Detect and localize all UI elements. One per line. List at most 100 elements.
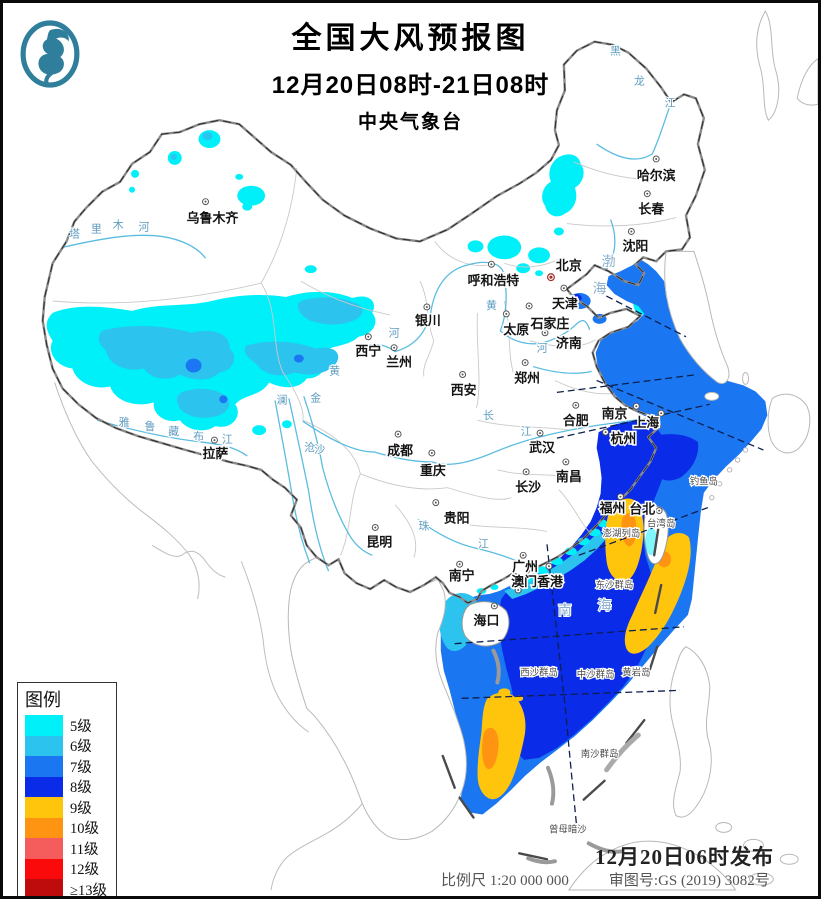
- city-label: 济南: [556, 336, 582, 351]
- city-label: 沈阳: [622, 238, 648, 253]
- svg-text:澎湖列岛: 澎湖列岛: [603, 527, 641, 538]
- cma-logo: [20, 20, 80, 88]
- svg-text:沧: 沧: [304, 440, 315, 454]
- legend-swatch: [25, 756, 63, 777]
- legend-label: 6级: [70, 739, 92, 756]
- svg-text:黄岩岛: 黄岩岛: [622, 666, 650, 677]
- city-label: 昆明: [366, 534, 392, 549]
- legend-swatch: [25, 735, 63, 756]
- nine-dash-line: [441, 528, 663, 861]
- city-label: 银川: [415, 313, 441, 328]
- legend-label: 5级: [70, 718, 92, 735]
- svg-text:东沙群岛: 东沙群岛: [596, 579, 634, 590]
- city-label: 南京: [602, 406, 628, 421]
- svg-text:长: 长: [483, 409, 494, 422]
- page-title: 全国大风预报图: [291, 22, 530, 55]
- legend-item: 12级: [25, 858, 112, 879]
- city-label: 石家庄: [530, 316, 570, 331]
- city-label: 太原: [503, 322, 529, 337]
- foreign-coastlines: [54, 9, 818, 891]
- legend-swatch: [25, 797, 63, 818]
- forecast-period: 12月20日08时-21日08时: [271, 72, 550, 99]
- legend-swatch: [25, 858, 63, 879]
- legend: 图例 5级 6级 7级 8级 9级 10级 11级 12级 ≥13级: [17, 682, 117, 899]
- legend-label: 11级: [70, 841, 99, 858]
- sea-labels: 渤 海 南 海: [557, 253, 617, 620]
- svg-text:黄: 黄: [486, 298, 497, 312]
- city-label: 呼和浩特: [468, 273, 520, 288]
- legend-item: 5级: [25, 715, 112, 736]
- svg-text:江: 江: [665, 96, 676, 109]
- city-label: 上海: [633, 415, 659, 430]
- rivers: [62, 108, 670, 572]
- city-label: 郑州: [514, 370, 540, 385]
- svg-text:河: 河: [537, 342, 548, 355]
- svg-text:江: 江: [222, 433, 233, 446]
- city-labels: 乌鲁木齐 哈尔滨 长春 沈阳 呼和浩特 天津 石家庄 太原 济南 银川 西宁 兰…: [185, 166, 677, 629]
- river-labels: 塔 里 木 河 黑 龙 江 黄 河 黄 河 长 江 雅 鲁 藏 布 江 金 沙 …: [68, 44, 677, 552]
- city-label: 兰州: [386, 355, 412, 370]
- island-labels: 台湾岛 澎湖列岛 钓鱼岛 东沙群岛 西沙群岛 中沙群岛 黄岩岛 南沙群岛 曾母暗…: [519, 475, 719, 836]
- svg-text:河: 河: [389, 327, 400, 340]
- capital-dot: [546, 273, 555, 282]
- province-boundaries: [52, 161, 677, 558]
- legend-label: 10级: [70, 821, 99, 838]
- sea-boundary-dashes: [454, 290, 764, 828]
- legend-swatch: [25, 715, 63, 736]
- svg-text:江: 江: [478, 537, 489, 550]
- svg-text:黄: 黄: [329, 364, 340, 378]
- legend-item: 10级: [25, 817, 112, 838]
- svg-text:西沙群岛: 西沙群岛: [520, 666, 558, 677]
- city-label: 哈尔滨: [637, 168, 676, 183]
- city-label: 天津: [552, 296, 578, 311]
- svg-text:珠: 珠: [418, 518, 429, 532]
- city-label: 南宁: [449, 568, 475, 583]
- svg-text:河: 河: [139, 220, 150, 233]
- sea-label-nanhai: 南: [558, 603, 572, 619]
- svg-text:黑: 黑: [610, 45, 621, 58]
- svg-text:澜: 澜: [276, 392, 287, 406]
- issuing-agency: 中央气象台: [357, 112, 463, 133]
- city-label: 台北: [629, 502, 655, 517]
- city-label: 长沙: [515, 480, 541, 495]
- svg-text:塔: 塔: [69, 227, 80, 240]
- capital-label: 北京: [556, 258, 582, 273]
- city-label: 西宁: [355, 344, 381, 359]
- svg-text:龙: 龙: [634, 74, 645, 87]
- svg-text:沙: 沙: [314, 443, 325, 456]
- svg-text:鲁: 鲁: [144, 419, 155, 433]
- legend-swatch: [25, 838, 63, 859]
- city-label: 西安: [451, 382, 477, 397]
- legend-label: ≥13级: [70, 882, 107, 899]
- svg-text:藏: 藏: [168, 425, 179, 438]
- legend-swatch: [25, 879, 63, 896]
- legend-item: 11级: [25, 838, 112, 859]
- legend-item: 6级: [25, 735, 112, 756]
- map-scale: 比例尺 1:20 000 000: [441, 873, 569, 889]
- city-label: 海口: [474, 613, 500, 628]
- legend-swatch: [25, 776, 63, 797]
- svg-text:木: 木: [113, 218, 124, 231]
- approval-number: 审图号:GS (2019) 3082号: [608, 873, 770, 889]
- city-label: 合肥: [563, 413, 589, 428]
- city-label: 澳门香港: [511, 574, 564, 589]
- china-wind-map: 渤 海 南 海 塔 里 木 河 黑 龙 江 黄 河 黄 河 长 江 雅 鲁 藏 …: [41, 9, 818, 891]
- svg-text:中沙群岛: 中沙群岛: [577, 668, 615, 679]
- reef-islands: [491, 648, 641, 865]
- svg-text:台湾岛: 台湾岛: [647, 517, 675, 528]
- svg-text:钓鱼岛: 钓鱼岛: [690, 476, 718, 487]
- sea-label-bohai: 海: [593, 281, 607, 297]
- city-label: 武汉: [529, 440, 555, 455]
- svg-text:南沙群岛: 南沙群岛: [581, 748, 619, 759]
- city-label: 长春: [638, 202, 664, 217]
- city-label: 杭州: [611, 431, 637, 446]
- legend-label: 7级: [70, 759, 92, 776]
- city-label: 重庆: [420, 463, 446, 478]
- wind-area-seas: [439, 259, 768, 815]
- legend-label: 9级: [70, 800, 92, 817]
- release-time: 12月20日06时发布: [595, 845, 774, 869]
- city-label: 拉萨: [203, 446, 229, 461]
- svg-text:雅: 雅: [119, 415, 130, 429]
- svg-text:金: 金: [310, 390, 321, 404]
- wind-area-tibet-plateau: [46, 291, 376, 436]
